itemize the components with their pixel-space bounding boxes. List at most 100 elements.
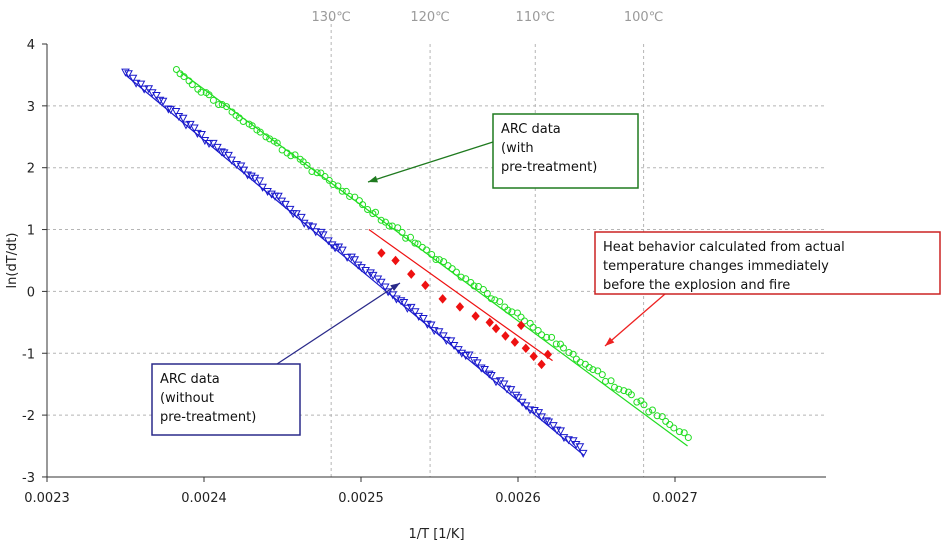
data-point: [172, 65, 180, 73]
annotation-arc-without: ARC data (without pre-treatment): [151, 282, 401, 436]
x-tick-label: 0.0026: [495, 491, 541, 506]
data-point: [648, 406, 656, 414]
data-point: [611, 383, 619, 391]
annotation-text: (without: [160, 391, 214, 406]
data-point: [399, 299, 409, 308]
annotation-box: [492, 113, 639, 189]
data-point: [537, 413, 546, 422]
data-point: [394, 224, 402, 232]
data-point: [419, 314, 428, 324]
data-point: [457, 273, 465, 281]
y-tick-label: 0: [27, 285, 35, 300]
data-point: [209, 96, 217, 104]
data-point: [297, 213, 306, 222]
data-point: [308, 168, 316, 176]
data-point: [381, 218, 389, 226]
y-tick-label: -3: [22, 471, 35, 486]
data-point: [571, 440, 581, 450]
data-point: [411, 239, 419, 247]
data-point: [273, 139, 281, 147]
data-point: [565, 349, 573, 357]
temp-label: 130℃: [311, 10, 350, 25]
data-point: [480, 366, 489, 375]
axes: -3 -2 -1 0 1 2 3 4 130℃ 120℃ 110℃ 100℃ 0.0023 0.0024 0…: [5, 10, 826, 542]
arrowhead-icon: [390, 283, 400, 292]
data-point: [136, 80, 146, 89]
data-point: [549, 422, 558, 431]
arrowhead-icon: [605, 337, 615, 346]
data-point: [121, 68, 130, 77]
data-point: [308, 223, 318, 232]
data-point: [278, 146, 286, 154]
data-point: [429, 327, 439, 336]
data-point: [164, 105, 173, 114]
data-point: [455, 302, 465, 312]
data-point: [325, 176, 333, 184]
data-point: [342, 187, 350, 195]
data-point: [255, 177, 265, 186]
data-point: [188, 81, 196, 89]
data-point: [223, 103, 231, 111]
data-point: [504, 306, 512, 314]
data-point: [620, 387, 628, 395]
data-point: [474, 282, 482, 290]
data-point: [439, 332, 448, 341]
data-point: [556, 427, 566, 436]
data-point: [407, 269, 416, 279]
data-point: [287, 152, 295, 160]
data-point: [633, 398, 641, 406]
data-point: [438, 294, 447, 304]
data-point: [281, 200, 290, 209]
data-point: [479, 286, 487, 294]
data-point: [516, 320, 526, 331]
data-point: [324, 237, 333, 246]
data-point: [190, 124, 199, 133]
data-point: [388, 291, 398, 300]
data-point: [484, 370, 494, 379]
data-point: [680, 429, 688, 437]
y-tick-label: 1: [27, 224, 35, 239]
data-point: [517, 313, 525, 321]
data-point: [218, 101, 226, 109]
data-point: [410, 308, 420, 317]
data-point: [329, 180, 337, 188]
data-point: [448, 265, 456, 273]
data-point: [470, 282, 478, 290]
y-tick-label: -2: [22, 409, 35, 424]
data-point: [426, 321, 436, 330]
data-point: [313, 169, 321, 177]
data-point: [204, 139, 214, 149]
data-point: [607, 377, 615, 385]
data-point: [235, 114, 243, 122]
data-point: [144, 85, 154, 94]
arrowhead-icon: [368, 175, 378, 183]
data-point: [434, 328, 444, 337]
data-point: [330, 244, 340, 253]
data-point: [501, 331, 510, 341]
data-point: [197, 130, 206, 140]
data-point: [236, 162, 246, 171]
data-point: [334, 182, 342, 190]
temp-label: 110℃: [516, 10, 555, 25]
data-point: [435, 256, 443, 264]
data-point: [452, 268, 460, 276]
y-axis-title: ln(dT/dt): [5, 233, 20, 289]
data-point: [564, 436, 573, 445]
data-point: [534, 327, 542, 335]
data-point: [391, 255, 400, 266]
annotation-text: pre-treatment): [501, 160, 597, 175]
data-point: [666, 421, 674, 429]
temp-label: 100℃: [624, 10, 663, 25]
data-point: [256, 128, 264, 136]
data-point: [406, 303, 416, 312]
data-point: [402, 234, 410, 242]
data-point: [543, 333, 551, 341]
data-point: [267, 190, 276, 199]
x-tick-label: 0.0023: [24, 491, 70, 506]
y-tick-label: 4: [27, 38, 35, 53]
data-point: [575, 443, 585, 452]
data-point: [180, 73, 188, 81]
data-point: [568, 437, 578, 446]
y-tick-label: 2: [27, 162, 35, 177]
